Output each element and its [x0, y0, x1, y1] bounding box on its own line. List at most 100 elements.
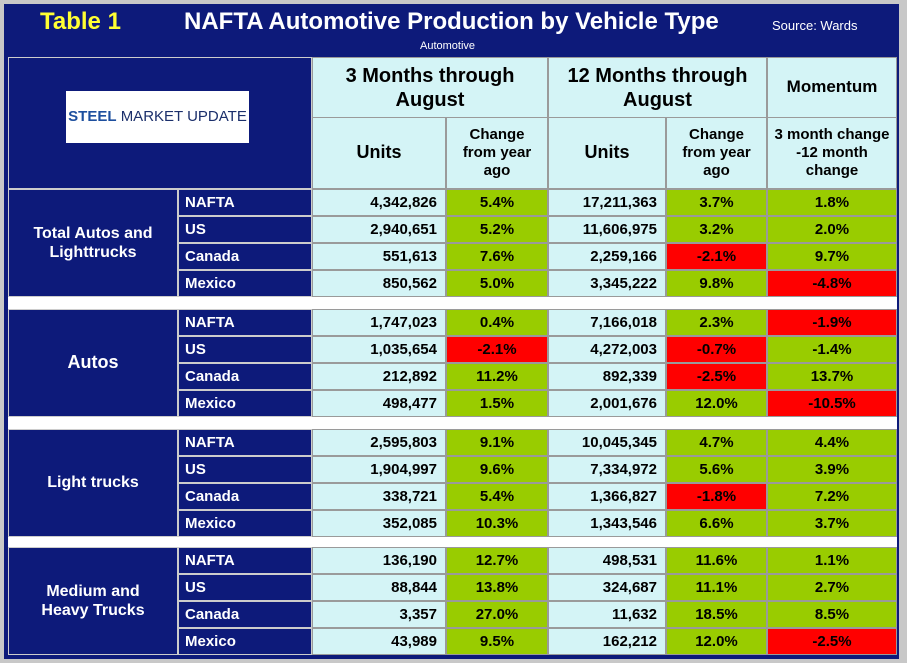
- change-cell-text: 7.6%: [479, 247, 515, 265]
- region-label: Mexico: [178, 510, 312, 537]
- change-cell: 18.5%: [666, 601, 767, 628]
- change-cell-text: 9.5%: [479, 632, 515, 650]
- change-cell-text: 9.6%: [479, 460, 515, 478]
- change-cell-text: 1.1%: [814, 551, 850, 569]
- subtitle: Automotive: [420, 40, 476, 52]
- change-cell: -1.9%: [767, 309, 897, 336]
- separator: [8, 537, 897, 547]
- change-cell-text: 2.7%: [814, 578, 850, 596]
- units-cell-text: 850,562: [382, 274, 437, 292]
- units-cell-text: 10,045,345: [581, 433, 657, 451]
- units-cell: 2,940,651: [312, 216, 446, 243]
- change-cell-text: 6.6%: [699, 514, 734, 532]
- units-cell: 2,259,166: [548, 243, 666, 270]
- column-group-header: 12 Months through August: [548, 57, 767, 118]
- units-cell-text: 4,272,003: [590, 340, 657, 358]
- change-cell: 5.4%: [446, 483, 548, 510]
- region-label: Canada: [178, 601, 312, 628]
- column-header-text: Change from year ago: [682, 126, 751, 179]
- change-cell: 13.7%: [767, 363, 897, 390]
- change-cell: 1.5%: [446, 390, 548, 417]
- units-cell: 2,001,676: [548, 390, 666, 417]
- change-cell: 5.6%: [666, 456, 767, 483]
- separator: [8, 297, 897, 309]
- column-header: Change from year ago: [446, 117, 548, 189]
- column-header-text: 3 month change -12 month change: [774, 126, 890, 179]
- change-cell-text: 12.0%: [695, 632, 738, 650]
- change-cell: 11.6%: [666, 547, 767, 574]
- units-cell-text: 2,001,676: [590, 394, 657, 412]
- change-cell: 3.7%: [767, 510, 897, 537]
- region-label: NAFTA: [178, 429, 312, 456]
- change-cell: 9.6%: [446, 456, 548, 483]
- units-cell: 352,085: [312, 510, 446, 537]
- change-cell-text: 9.1%: [479, 433, 515, 451]
- column-header-text: Units: [356, 142, 402, 163]
- change-cell-text: -4.8%: [812, 274, 852, 292]
- change-cell: -2.1%: [666, 243, 767, 270]
- region-label-text: Canada: [185, 605, 240, 623]
- units-cell-text: 17,211,363: [582, 193, 657, 211]
- change-cell-text: 5.4%: [479, 487, 515, 505]
- change-cell-text: 3.7%: [699, 193, 734, 211]
- region-label: US: [178, 456, 312, 483]
- region-label: Mexico: [178, 390, 312, 417]
- units-cell: 212,892: [312, 363, 446, 390]
- change-cell: 0.4%: [446, 309, 548, 336]
- units-cell: 7,334,972: [548, 456, 666, 483]
- source: Source: Wards: [772, 18, 858, 33]
- change-cell-text: 10.3%: [475, 514, 519, 532]
- change-cell-text: -10.5%: [808, 394, 856, 412]
- units-cell-text: 3,345,222: [590, 274, 657, 292]
- units-cell: 1,343,546: [548, 510, 666, 537]
- units-cell-text: 2,595,803: [370, 433, 437, 451]
- change-cell-text: 11.2%: [476, 367, 518, 385]
- change-cell-text: 3.2%: [699, 220, 734, 238]
- column-header: Units: [548, 117, 666, 189]
- change-cell: -4.8%: [767, 270, 897, 297]
- change-cell: 9.8%: [666, 270, 767, 297]
- column-header-text: Change from year ago: [462, 126, 532, 179]
- change-cell: 1.1%: [767, 547, 897, 574]
- change-cell: -2.5%: [666, 363, 767, 390]
- region-label-text: US: [185, 578, 206, 596]
- change-cell: -2.5%: [767, 628, 897, 655]
- region-label-text: Mexico: [185, 394, 236, 412]
- units-cell-text: 352,085: [382, 514, 437, 532]
- units-cell: 11,606,975: [548, 216, 666, 243]
- units-cell: 4,342,826: [312, 189, 446, 216]
- units-cell-text: 551,613: [382, 247, 437, 265]
- change-cell: 5.0%: [446, 270, 548, 297]
- units-cell-text: 1,343,546: [590, 514, 657, 532]
- units-cell: 3,345,222: [548, 270, 666, 297]
- change-cell-text: 2.0%: [814, 220, 850, 238]
- group-label-text: Medium and Heavy Trucks: [41, 582, 145, 619]
- region-label: Canada: [178, 363, 312, 390]
- units-cell-text: 88,844: [391, 578, 437, 596]
- change-cell-text: 0.4%: [479, 313, 515, 331]
- region-label-text: NAFTA: [185, 551, 235, 569]
- table-label: Table 1: [40, 8, 121, 35]
- group-label-text: Autos: [67, 352, 119, 373]
- column-group-header-text: 3 Months through August: [345, 64, 515, 111]
- region-label: US: [178, 216, 312, 243]
- change-cell-text: 18.5%: [695, 605, 738, 623]
- change-cell: -0.7%: [666, 336, 767, 363]
- units-cell: 10,045,345: [548, 429, 666, 456]
- units-cell: 324,687: [548, 574, 666, 601]
- region-label: NAFTA: [178, 189, 312, 216]
- logo-cell: STEEL MARKET UPDATE: [8, 57, 312, 189]
- units-cell-text: 1,904,997: [370, 460, 437, 478]
- change-cell-text: 12.7%: [475, 551, 519, 569]
- region-label: NAFTA: [178, 547, 312, 574]
- logo-word: STEEL: [68, 108, 117, 125]
- change-cell: 8.5%: [767, 601, 897, 628]
- column-header-text: Units: [584, 142, 630, 163]
- units-cell-text: 7,166,018: [590, 313, 657, 331]
- region-label-text: Canada: [185, 367, 240, 385]
- change-cell-text: -0.7%: [696, 340, 737, 358]
- units-cell: 1,904,997: [312, 456, 446, 483]
- change-cell-text: 8.5%: [814, 605, 850, 623]
- change-cell-text: -2.5%: [812, 632, 852, 650]
- change-cell: 4.4%: [767, 429, 897, 456]
